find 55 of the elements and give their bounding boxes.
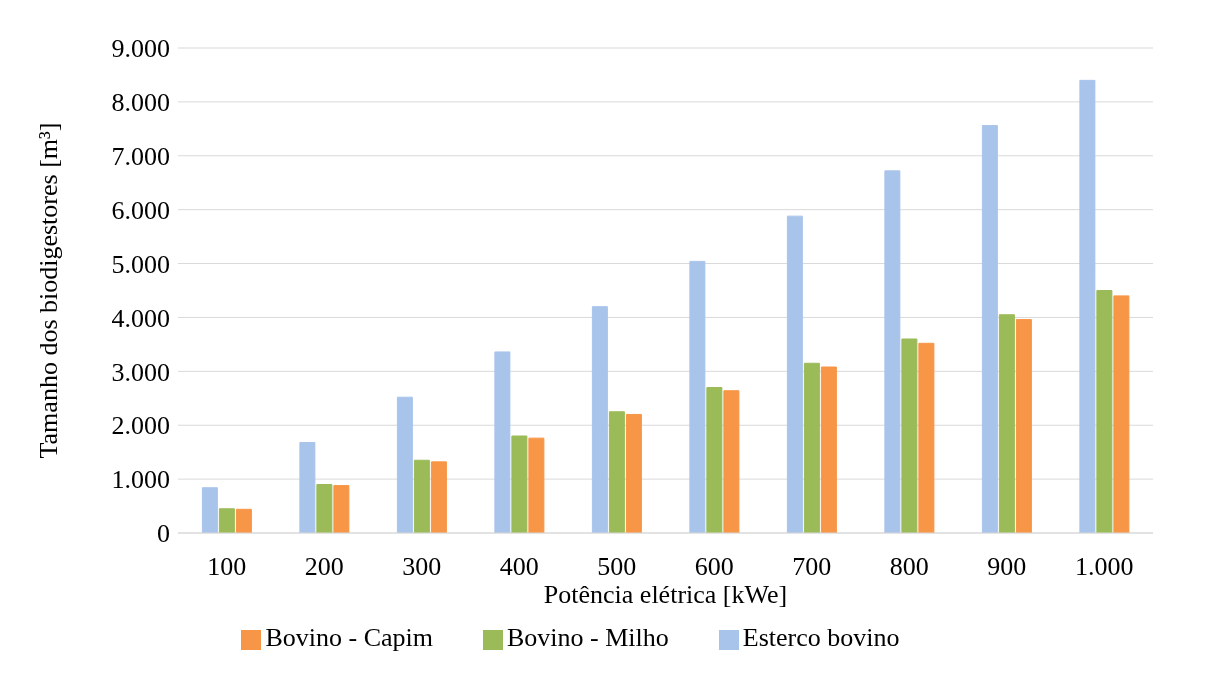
bar [723, 390, 740, 533]
y-tick-label: 3.000 [111, 357, 170, 387]
bar [511, 435, 528, 533]
bar [820, 366, 837, 533]
x-tick-label: 100 [207, 552, 247, 582]
legend-label: Bovino - Milho [507, 623, 669, 652]
x-tick-label: 200 [304, 552, 344, 582]
x-tick-label: 400 [499, 552, 539, 582]
bar [396, 396, 413, 533]
legend-label: Esterco bovino [742, 623, 900, 652]
y-tick-label: 8.000 [111, 88, 170, 118]
bar [316, 484, 333, 533]
x-tick-label: 800 [889, 552, 929, 582]
x-tick-label: 500 [597, 552, 637, 582]
bar [803, 362, 820, 533]
y-tick-label: 1.000 [111, 465, 170, 495]
bar [591, 306, 608, 533]
legend-label: Bovino - Capim [265, 623, 434, 652]
bar [218, 508, 235, 533]
bar [494, 351, 511, 533]
bar [430, 461, 447, 533]
y-axis-title: Tamanho dos biodigestores [m³] [34, 122, 64, 459]
x-tick-label: 1.000 [1075, 552, 1134, 582]
bar [689, 260, 706, 533]
y-tick-label: 4.000 [111, 303, 170, 333]
bar [333, 485, 350, 533]
bar [528, 437, 545, 533]
bar [299, 441, 316, 533]
bar [1096, 290, 1113, 533]
bar [981, 125, 998, 533]
bar [1113, 295, 1130, 533]
y-tick-label: 5.000 [111, 249, 170, 279]
x-tick-label: 600 [694, 552, 734, 582]
bar [706, 387, 723, 533]
bar [201, 487, 218, 533]
y-tick-label: 0 [157, 519, 170, 549]
x-tick-label: 300 [402, 552, 442, 582]
y-tick-label: 7.000 [111, 142, 170, 172]
x-tick-label: 700 [792, 552, 832, 582]
bar [998, 314, 1015, 533]
bar [235, 508, 252, 533]
y-tick-label: 2.000 [111, 411, 170, 441]
bar [608, 411, 625, 533]
bar [1015, 319, 1032, 533]
bar [786, 215, 803, 533]
y-tick-label: 9.000 [111, 34, 170, 64]
x-tick-label: 900 [987, 552, 1027, 582]
bar [413, 459, 430, 533]
x-axis-title: Potência elétrica [kWe] [543, 580, 788, 609]
bar [625, 413, 642, 533]
bar [884, 170, 901, 533]
bar [918, 342, 935, 533]
bar [1079, 79, 1096, 533]
y-tick-label: 6.000 [111, 195, 170, 225]
bar [901, 338, 918, 533]
